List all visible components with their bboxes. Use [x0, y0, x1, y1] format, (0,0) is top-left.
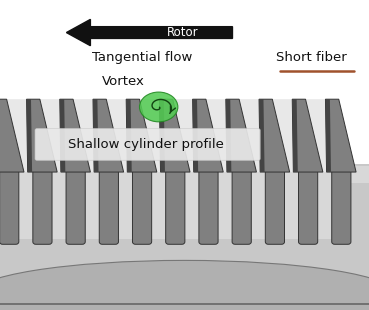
Text: Rotor: Rotor — [167, 26, 199, 39]
Polygon shape — [226, 99, 256, 172]
FancyBboxPatch shape — [0, 170, 19, 244]
Polygon shape — [226, 99, 231, 172]
Bar — [250, 174, 267, 239]
FancyBboxPatch shape — [99, 170, 118, 244]
Polygon shape — [325, 99, 356, 172]
Polygon shape — [139, 99, 161, 172]
Polygon shape — [292, 99, 323, 172]
Polygon shape — [259, 99, 290, 172]
Polygon shape — [159, 99, 190, 172]
Polygon shape — [193, 99, 223, 172]
Polygon shape — [272, 99, 293, 172]
Bar — [17, 174, 34, 239]
Ellipse shape — [0, 260, 369, 310]
Polygon shape — [193, 99, 198, 172]
Bar — [217, 174, 234, 239]
FancyBboxPatch shape — [66, 170, 85, 244]
Polygon shape — [60, 99, 65, 172]
Ellipse shape — [139, 92, 178, 122]
FancyBboxPatch shape — [33, 170, 52, 244]
Bar — [117, 174, 134, 239]
Polygon shape — [93, 99, 124, 172]
Polygon shape — [259, 99, 265, 172]
FancyBboxPatch shape — [265, 170, 284, 244]
FancyBboxPatch shape — [299, 170, 318, 244]
Polygon shape — [239, 99, 260, 172]
Polygon shape — [40, 99, 61, 172]
FancyBboxPatch shape — [232, 170, 251, 244]
Polygon shape — [60, 99, 90, 172]
FancyArrow shape — [66, 19, 232, 46]
FancyBboxPatch shape — [132, 170, 152, 244]
Text: Vortex: Vortex — [102, 75, 145, 88]
Bar — [183, 174, 200, 239]
Bar — [150, 174, 167, 239]
Polygon shape — [126, 99, 157, 172]
Bar — [0, 166, 369, 183]
Polygon shape — [306, 99, 327, 172]
Polygon shape — [159, 99, 165, 172]
Text: Tangential flow: Tangential flow — [92, 51, 192, 64]
Bar — [0, 164, 369, 310]
Polygon shape — [173, 99, 194, 172]
Polygon shape — [27, 99, 32, 172]
FancyBboxPatch shape — [35, 129, 260, 160]
Polygon shape — [106, 99, 127, 172]
Polygon shape — [325, 99, 331, 172]
FancyBboxPatch shape — [332, 170, 351, 244]
FancyBboxPatch shape — [199, 170, 218, 244]
Bar — [51, 174, 68, 239]
FancyBboxPatch shape — [166, 170, 185, 244]
Polygon shape — [0, 99, 24, 172]
Text: Shallow cylinder profile: Shallow cylinder profile — [68, 138, 224, 151]
Polygon shape — [93, 99, 99, 172]
Bar — [84, 174, 101, 239]
Polygon shape — [126, 99, 132, 172]
Polygon shape — [7, 99, 28, 172]
Text: Short fiber: Short fiber — [276, 51, 347, 64]
Polygon shape — [292, 99, 298, 172]
Bar — [316, 174, 333, 239]
Bar — [283, 174, 300, 239]
Polygon shape — [27, 99, 57, 172]
Polygon shape — [73, 99, 94, 172]
Polygon shape — [206, 99, 227, 172]
